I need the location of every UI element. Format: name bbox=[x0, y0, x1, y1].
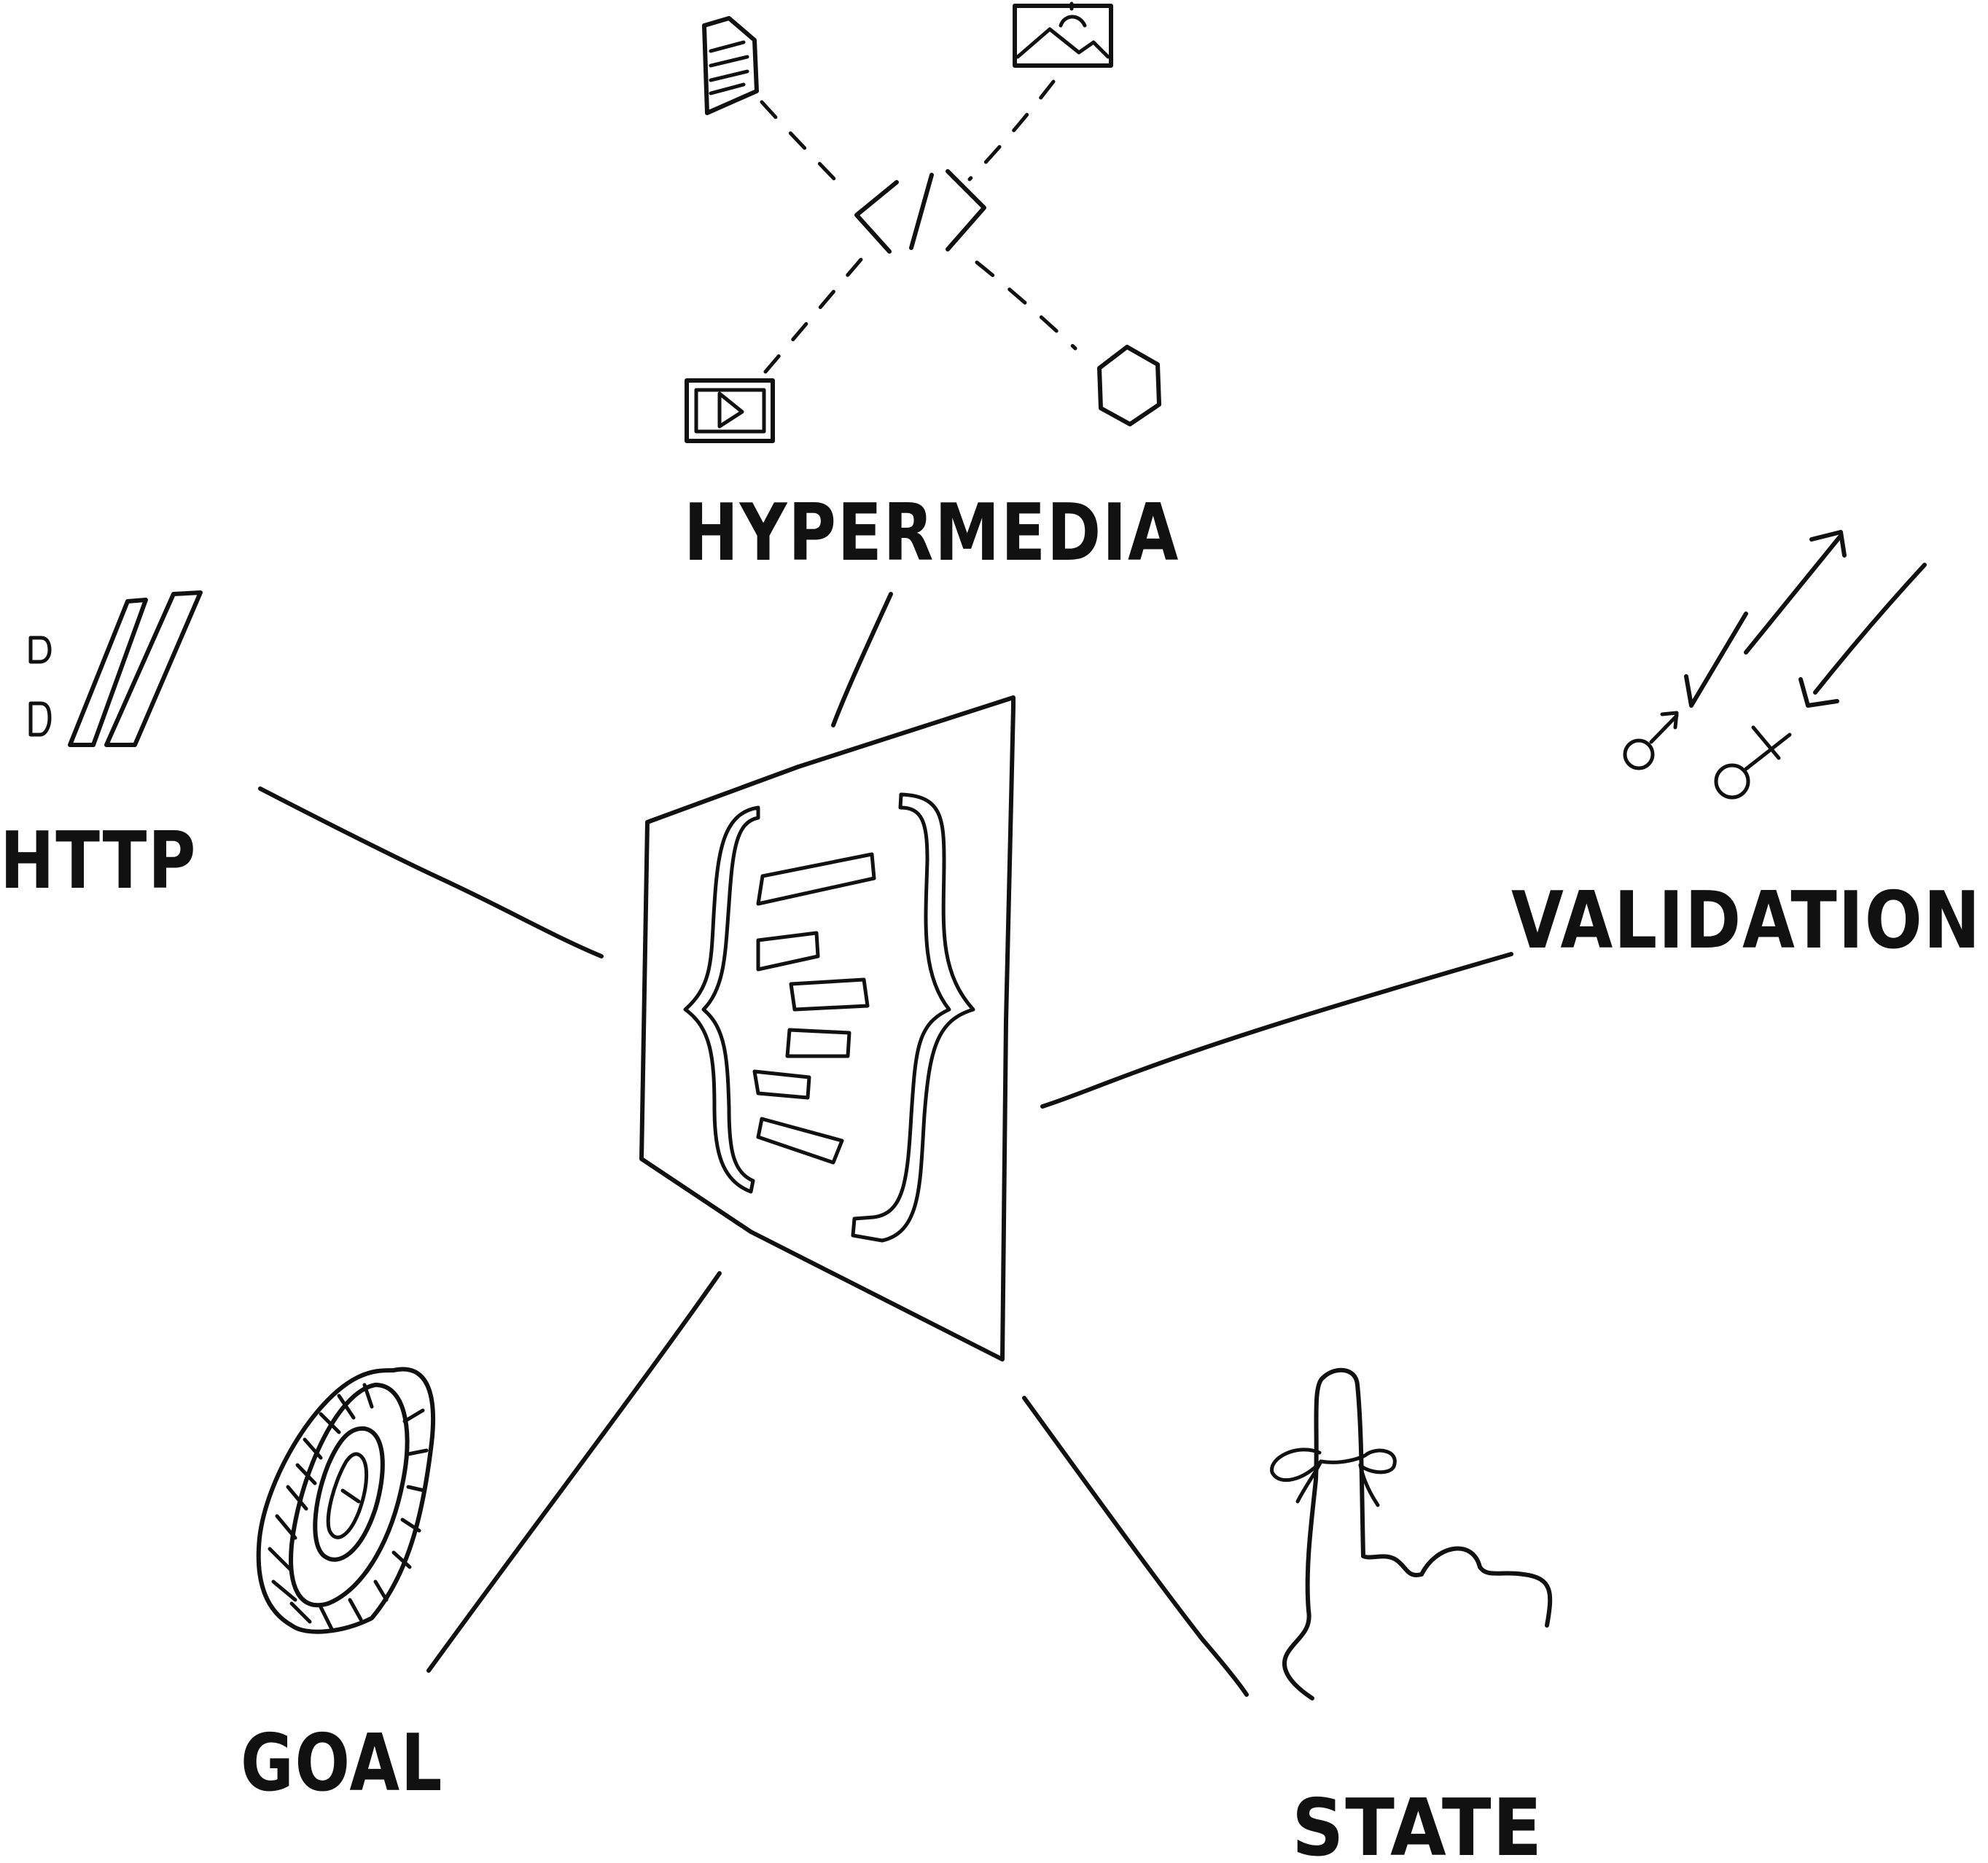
colon-double-slash-icon bbox=[28, 590, 203, 747]
content-line bbox=[756, 852, 876, 906]
finger-string-icon bbox=[1270, 1367, 1553, 1700]
link-to-hexagon bbox=[975, 260, 1077, 351]
node-label-validation: VALIDATION bbox=[1511, 875, 1981, 966]
left-curly-brace bbox=[683, 805, 760, 1194]
node-label-http: HTTP bbox=[0, 816, 197, 907]
content-line bbox=[756, 1117, 844, 1165]
document-sheet bbox=[639, 695, 1016, 1362]
target-ring-icon bbox=[256, 1367, 436, 1634]
content-line bbox=[789, 977, 870, 1012]
connector-state bbox=[1022, 1396, 1249, 1697]
content-line bbox=[756, 931, 820, 972]
labels: HYPERMEDIA HTTP VALIDATION GOAL STATE bbox=[0, 488, 1981, 1863]
connector-validation bbox=[1040, 952, 1513, 1109]
code-tag-icon bbox=[854, 169, 986, 254]
right-curly-brace bbox=[851, 792, 975, 1243]
hexagon-icon bbox=[1097, 345, 1161, 426]
video-icon bbox=[685, 378, 775, 443]
link-to-video bbox=[763, 246, 873, 374]
json-document bbox=[639, 695, 1016, 1362]
connector-hypermedia bbox=[831, 592, 893, 727]
connector-goal bbox=[426, 1271, 722, 1673]
connector-http bbox=[258, 786, 604, 958]
link-to-image bbox=[967, 79, 1056, 181]
connectors bbox=[258, 592, 1513, 1697]
node-label-goal: GOAL bbox=[241, 1718, 443, 1809]
document-icon bbox=[702, 16, 759, 115]
link-to-document bbox=[760, 100, 848, 193]
check-cross-arrows-icon bbox=[1623, 530, 1927, 800]
content-line bbox=[785, 1028, 851, 1058]
node-label-hypermedia: HYPERMEDIA bbox=[684, 488, 1180, 579]
image-icon bbox=[1013, 1, 1113, 68]
content-line bbox=[752, 1069, 811, 1100]
node-label-state: STATE bbox=[1292, 1783, 1543, 1863]
hypermedia-icon-cluster bbox=[685, 1, 1161, 443]
